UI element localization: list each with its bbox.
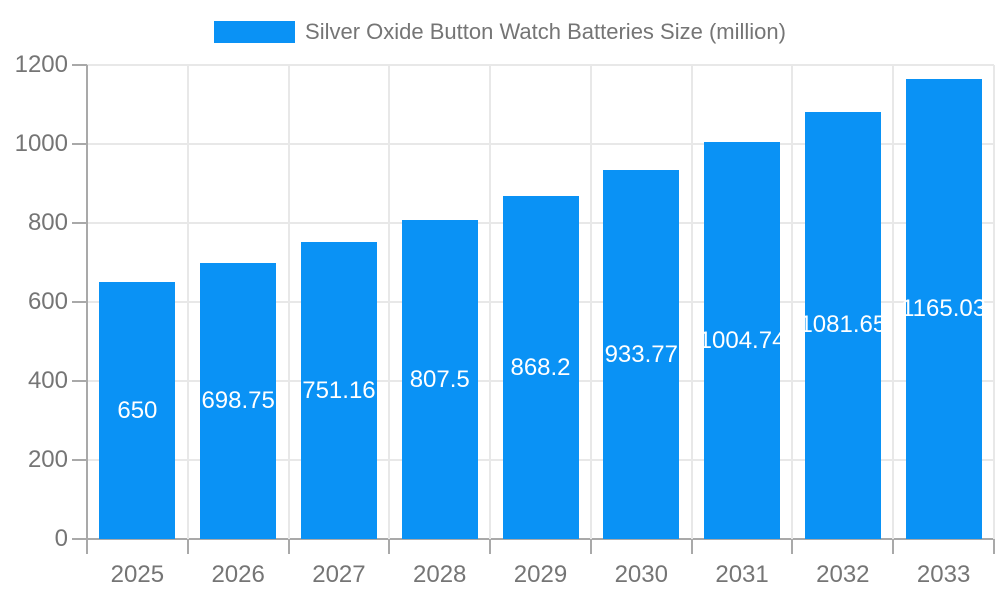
y-axis-label-200: 200	[27, 446, 68, 473]
bar-2027	[300, 242, 377, 539]
y-tick-1000	[72, 143, 87, 145]
y-axis-label-800: 800	[27, 209, 68, 236]
bar-2033	[905, 78, 982, 539]
x-axis-label-2033: 2033	[916, 561, 971, 588]
bar-value-2026: 698.75	[201, 386, 275, 414]
x-tick-1	[186, 539, 189, 554]
bar-value-2029: 868.2	[510, 353, 571, 381]
x-tick-3	[388, 539, 391, 554]
bar-2028	[401, 220, 478, 539]
x-gridline-3	[388, 65, 391, 539]
y-tick-1200	[72, 64, 87, 66]
y-gridline-1200	[87, 64, 994, 66]
bar-value-2033: 1165.03	[901, 294, 987, 322]
x-tick-9	[993, 539, 995, 554]
bar-2030	[603, 170, 680, 539]
x-tick-5	[589, 539, 592, 554]
x-axis-label-2028: 2028	[413, 561, 467, 588]
x-gridline-5	[589, 65, 592, 539]
chart-legend[interactable]: Silver Oxide Button Watch Batteries Size…	[0, 19, 1000, 45]
bar-2031	[704, 142, 781, 539]
x-gridline-2	[287, 65, 290, 539]
y-tick-400	[72, 380, 87, 382]
bar-value-2030: 933.77	[604, 340, 678, 368]
x-tick-6	[690, 539, 693, 554]
x-axis-label-2030: 2030	[614, 561, 668, 588]
bar-2025	[99, 282, 176, 539]
y-tick-800	[72, 222, 87, 224]
y-tick-600	[72, 301, 87, 303]
bar-value-2031: 1004.74	[698, 326, 786, 354]
y-gridline-1000	[87, 143, 994, 145]
bar-value-2028: 807.5	[409, 365, 470, 393]
bar-value-2032: 1081.65	[799, 311, 887, 339]
y-axis-label-400: 400	[27, 367, 68, 394]
x-gridline-1	[186, 65, 189, 539]
x-gridline-9	[993, 65, 995, 539]
x-gridline-7	[791, 65, 794, 539]
x-tick-7	[791, 539, 794, 554]
x-axis-line	[87, 538, 994, 540]
x-axis-label-2029: 2029	[513, 561, 568, 588]
x-gridline-8	[892, 65, 895, 539]
x-gridline-4	[489, 65, 492, 539]
x-tick-8	[892, 539, 895, 554]
y-axis-label-600: 600	[27, 288, 68, 315]
y-axis-label-0: 0	[54, 525, 68, 552]
y-tick-0	[72, 538, 87, 540]
x-tick-2	[287, 539, 290, 554]
y-axis-label-1000: 1000	[14, 130, 68, 157]
x-axis-label-2031: 2031	[715, 561, 769, 588]
bar-value-2025: 650	[117, 396, 158, 424]
x-axis-label-2025: 2025	[110, 561, 165, 588]
y-tick-200	[72, 459, 87, 461]
x-tick-4	[489, 539, 492, 554]
bar-value-2027: 751.16	[302, 376, 376, 404]
y-axis-label-1200: 1200	[14, 51, 68, 78]
legend-swatch	[214, 21, 296, 43]
x-axis-label-2027: 2027	[312, 561, 366, 588]
x-axis-label-2026: 2026	[211, 561, 265, 588]
bar-2032	[804, 111, 881, 539]
y-axis-line	[86, 65, 88, 554]
bar-2029	[502, 196, 579, 539]
x-axis-label-2032: 2032	[816, 561, 870, 588]
legend-label: Silver Oxide Button Watch Batteries Size…	[305, 19, 786, 44]
x-gridline-6	[690, 65, 693, 539]
bar-2026	[200, 262, 277, 539]
